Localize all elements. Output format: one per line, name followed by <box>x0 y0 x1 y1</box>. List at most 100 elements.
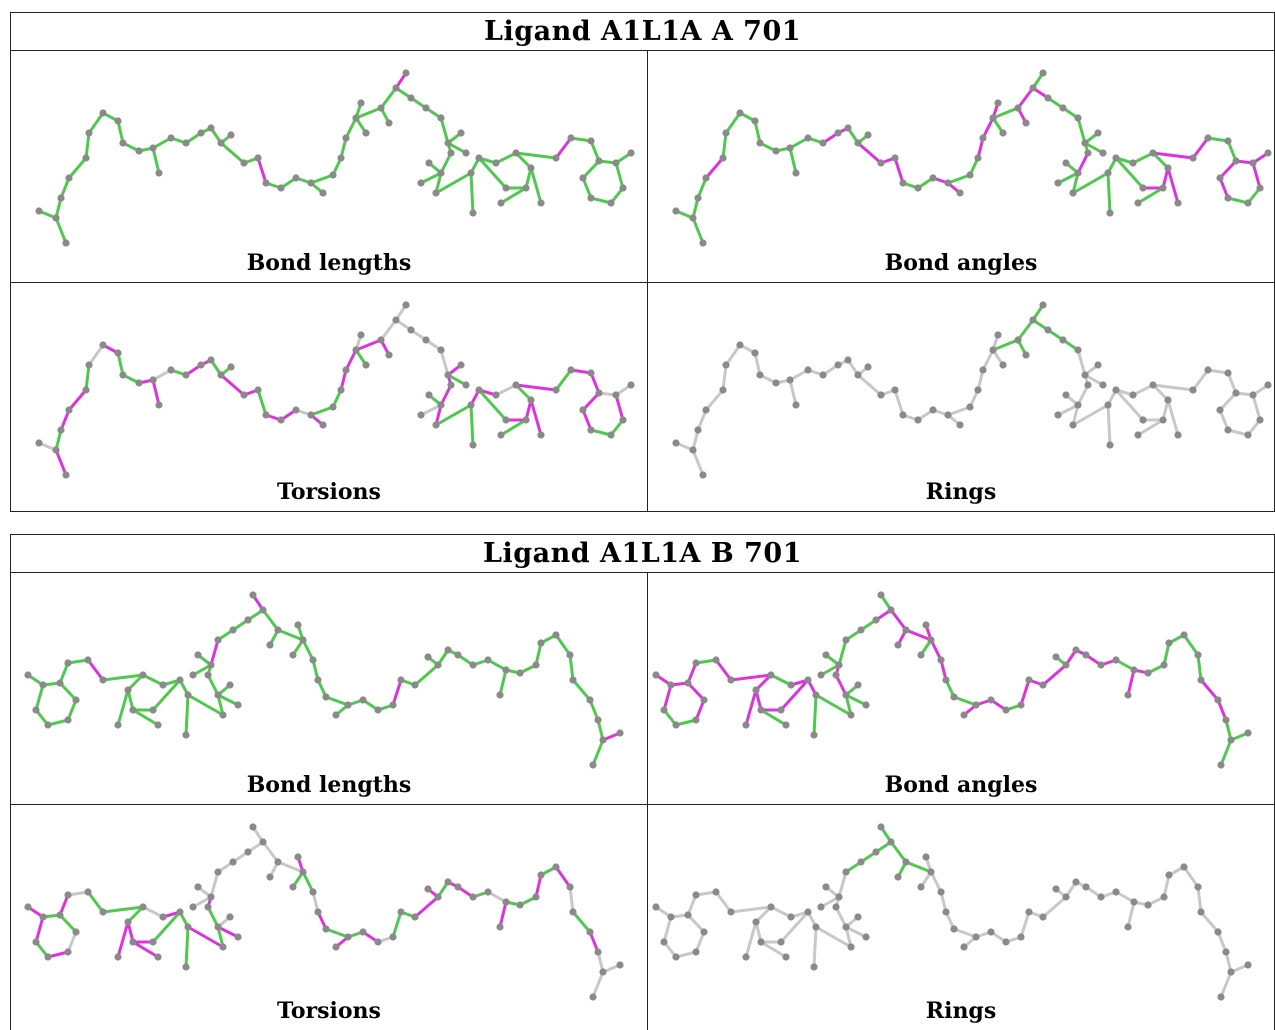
atom <box>207 893 215 901</box>
atom <box>467 169 475 177</box>
atom <box>537 639 545 647</box>
atom <box>129 706 137 714</box>
atom <box>240 391 248 399</box>
atom <box>309 656 317 664</box>
atom <box>989 346 997 354</box>
atom <box>214 923 222 931</box>
bond <box>1196 653 1203 682</box>
bond <box>101 673 145 682</box>
bond <box>753 351 762 377</box>
atom <box>1014 104 1022 112</box>
atom <box>1059 104 1067 112</box>
atom <box>307 179 315 187</box>
atom <box>1039 301 1047 309</box>
atom <box>1204 134 1212 142</box>
molecule-diagram <box>672 301 1272 479</box>
atom <box>579 174 587 182</box>
bond <box>354 106 383 120</box>
atom <box>537 199 545 207</box>
bond <box>209 638 220 667</box>
atom <box>262 179 270 187</box>
atom <box>1124 691 1132 699</box>
atom <box>587 137 595 145</box>
bond <box>1041 895 1068 919</box>
atom <box>294 621 302 629</box>
atom <box>434 661 442 669</box>
atom <box>989 114 997 122</box>
atom <box>1014 336 1022 344</box>
atom <box>944 179 952 187</box>
atom <box>422 104 430 112</box>
atom <box>599 736 607 744</box>
atom <box>219 711 227 719</box>
atom <box>1029 316 1037 324</box>
atom <box>475 154 483 162</box>
bond <box>529 398 543 437</box>
atom <box>712 656 720 664</box>
atom <box>32 938 40 946</box>
atom <box>114 117 122 125</box>
atom <box>857 858 865 866</box>
atom <box>835 661 843 669</box>
atom <box>700 928 708 936</box>
atom <box>35 207 43 215</box>
atom <box>411 913 419 921</box>
bond <box>991 338 1020 352</box>
atom <box>736 341 744 349</box>
bond <box>413 895 440 919</box>
atom <box>1232 389 1240 397</box>
atom <box>56 679 64 687</box>
bond <box>788 146 798 175</box>
atom <box>877 159 885 167</box>
atom <box>484 888 492 896</box>
atom <box>966 171 974 179</box>
atom <box>612 391 620 399</box>
bond <box>889 840 908 864</box>
atom <box>694 426 702 434</box>
atom <box>194 883 202 891</box>
bond <box>84 131 91 160</box>
bond <box>662 683 673 712</box>
atom <box>822 883 830 891</box>
bond <box>116 920 130 959</box>
ligand-table-a: Ligand A1L1A A 701 Bond lengths Bond ang… <box>10 12 1275 512</box>
atom <box>950 925 958 933</box>
atom <box>226 913 234 921</box>
atom <box>1054 179 1062 187</box>
bond <box>151 378 161 407</box>
atom <box>767 903 775 911</box>
atom <box>1204 366 1212 374</box>
atom <box>817 903 825 911</box>
bond <box>981 116 995 140</box>
atom <box>1059 336 1067 344</box>
bond <box>151 146 161 175</box>
bond <box>116 688 130 727</box>
atom <box>899 411 907 419</box>
atom <box>1054 411 1062 419</box>
bond <box>691 216 705 245</box>
atom <box>189 671 197 679</box>
atom <box>469 893 477 901</box>
atom <box>752 918 760 926</box>
atom <box>294 853 302 861</box>
atom <box>899 179 907 187</box>
atom <box>552 386 560 394</box>
atom <box>64 716 72 724</box>
bond <box>84 363 91 392</box>
bond <box>1151 151 1195 160</box>
atom <box>987 928 995 936</box>
atom <box>942 908 950 916</box>
bond <box>893 388 905 417</box>
atom <box>82 154 90 162</box>
atom <box>700 696 708 704</box>
bond <box>498 900 508 929</box>
atom <box>1189 386 1197 394</box>
atom <box>359 928 367 936</box>
atom <box>1149 381 1157 389</box>
atom <box>1052 885 1060 893</box>
atom <box>1189 154 1197 162</box>
atom <box>266 641 274 649</box>
bond <box>591 970 605 999</box>
atom <box>595 389 603 397</box>
bond <box>1251 393 1262 422</box>
